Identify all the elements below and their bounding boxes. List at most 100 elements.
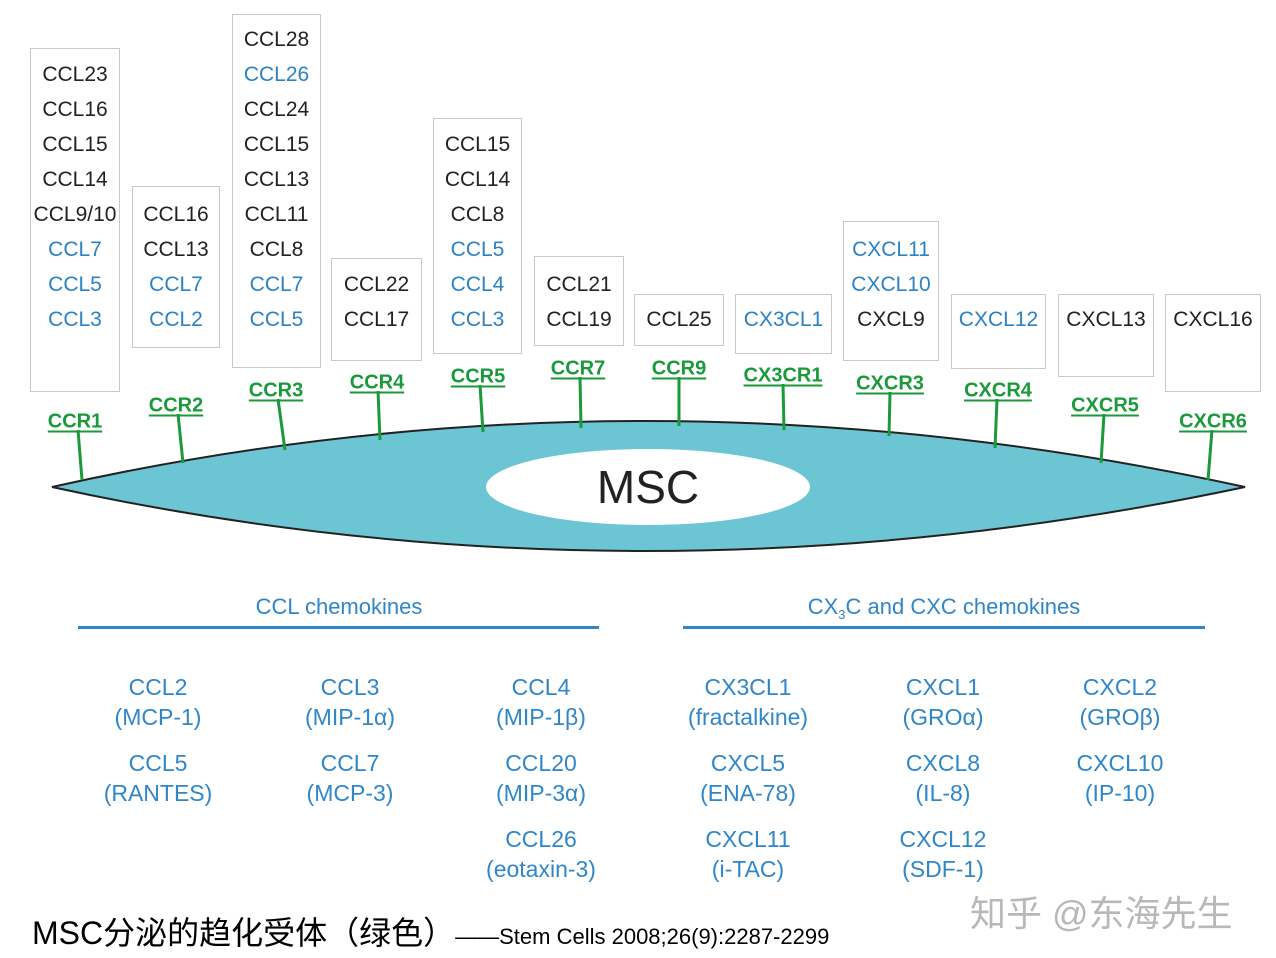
receptor-label: CXCR4: [964, 379, 1032, 402]
ligand-label: CXCL13: [1066, 308, 1146, 331]
chemokine-entry: CX3CL1 (fractalkine): [688, 672, 808, 732]
ligand-label: CCL11: [244, 203, 309, 226]
ligand-label: CCL3: [450, 308, 505, 331]
cxc-divider: [683, 626, 1205, 629]
receptor-label: CXCR5: [1071, 394, 1139, 417]
ligand-label: CCL13: [243, 168, 310, 191]
chemokine-name: CCL20: [505, 750, 577, 776]
ligand-box: [843, 221, 939, 361]
chemokine-alias: (SDF-1): [902, 856, 984, 882]
chemokine-entry: CCL20 (MIP-3α): [496, 748, 586, 808]
ligand-label: CXCL9: [857, 308, 925, 331]
ligand-label: CCL8: [249, 238, 304, 261]
receptor-label: CCR1: [47, 410, 103, 433]
receptor-label: CCR9: [651, 357, 707, 380]
chemokine-name: CXCL10: [1076, 750, 1164, 776]
receptor-stem: [887, 391, 892, 437]
chemokine-name: CXCL8: [905, 750, 981, 776]
receptor-label: CCR3: [248, 379, 304, 402]
ligand-label: CCL5: [48, 273, 102, 296]
chemokine-name: CX3CL1: [704, 674, 792, 700]
ligand-label: CCL16: [42, 98, 108, 121]
ligand-label: CCL7: [149, 273, 203, 296]
ligand-label: CCL2: [149, 308, 203, 331]
chemokine-name: CXCL5: [710, 750, 786, 776]
ligand-label: CCL3: [48, 308, 102, 331]
chemokine-alias: (fractalkine): [687, 704, 809, 730]
chemokine-alias: (ENA-78): [700, 780, 796, 806]
chemokine-alias: (RANTES): [103, 780, 213, 806]
ligand-box: [132, 186, 220, 348]
ligand-label: CCL14: [42, 168, 108, 191]
ligand-label: CCL5: [249, 308, 304, 331]
receptor-stem: [578, 376, 583, 429]
chemokine-name: CXCL2: [1082, 674, 1158, 700]
caption: MSC分泌的趋化受体（绿色）——Stem Cells 2008;26(9):22…: [32, 915, 830, 951]
ligand-box: [232, 14, 321, 368]
chemokine-entry: CCL4 (MIP-1β): [496, 672, 586, 732]
chemokine-entry: CXCL8 (IL-8): [906, 748, 980, 808]
chemokine-alias: (MIP-3α): [496, 780, 586, 806]
chemokine-alias: (MIP-1α): [305, 704, 395, 730]
chemokine-alias: (IL-8): [915, 780, 971, 806]
ligand-label: CCL7: [249, 273, 304, 296]
ligand-label: CCL13: [143, 238, 209, 261]
receptor-stem: [478, 384, 485, 433]
chemokine-name: CCL7: [320, 750, 380, 776]
receptor-label: CX3CR1: [743, 364, 823, 387]
ligand-label: CCL15: [243, 133, 310, 156]
ligand-box: [30, 48, 120, 392]
ligand-label: CCL21: [546, 273, 612, 296]
chemokine-name: CCL4: [511, 674, 571, 700]
ligand-box: [1165, 294, 1261, 392]
ligand-label: CCL5: [450, 238, 505, 261]
ligand-box: [735, 294, 832, 354]
chemokine-name: CCL3: [320, 674, 380, 700]
ligand-label: CCL19: [546, 308, 612, 331]
ligand-box: [951, 294, 1046, 369]
chemokine-entry: CXCL11 (i-TAC): [705, 824, 790, 884]
ligand-label: CCL7: [48, 238, 102, 261]
chemokine-entry: CCL7 (MCP-3): [307, 748, 394, 808]
msc-label: MSC: [596, 461, 700, 513]
ligand-label: CCL17: [343, 308, 410, 331]
ligand-label: CXCL10: [851, 273, 931, 296]
ligand-label: CCL8: [450, 203, 505, 226]
ligand-label: CCL23: [42, 63, 108, 86]
receptor-stem: [376, 390, 382, 441]
chemokine-name: CXCL12: [899, 826, 987, 852]
chemokine-name: CXCL1: [905, 674, 981, 700]
ligand-label: CCL25: [646, 308, 712, 331]
chemokine-entry: CXCL1 (GROα): [902, 672, 983, 732]
chemokine-entry: CCL5 (RANTES): [104, 748, 213, 808]
ligand-label: CCL16: [143, 203, 209, 226]
receptor-label: CCR5: [450, 365, 506, 388]
chemokine-entry: CXCL5 (ENA-78): [700, 748, 796, 808]
chemokine-name: CCL5: [128, 750, 188, 776]
receptor-label: CCR4: [349, 371, 405, 394]
ligand-label: CCL9/10: [33, 203, 117, 226]
receptor-label: CXCR6: [1179, 410, 1247, 433]
ligand-label: CCL22: [343, 273, 410, 296]
chemokine-name: CXCL11: [705, 826, 791, 852]
ligand-box: [331, 258, 422, 361]
receptor-stem: [781, 383, 786, 431]
ligand-label: CXCL11: [852, 238, 930, 261]
chemokine-alias: (eotaxin-3): [486, 856, 596, 882]
ligand-box: [433, 118, 522, 354]
chemokine-alias: (GROα): [902, 704, 984, 730]
receptor-label: CCR2: [148, 394, 204, 417]
ligand-box: [534, 256, 624, 346]
ligand-box: [634, 294, 724, 346]
chemokine-alias: (MIP-1β): [496, 704, 586, 730]
ligand-label: CCL24: [243, 98, 310, 121]
receptor-stem: [176, 413, 185, 464]
receptor-stem: [1206, 429, 1214, 481]
ccl-divider: [78, 626, 599, 629]
ligand-label: CCL26: [243, 63, 310, 86]
ligand-label: CCL14: [444, 168, 511, 191]
ligand-label: CXCL16: [1173, 308, 1253, 331]
receptor-stem: [76, 429, 84, 481]
chemokine-name: CCL26: [505, 826, 577, 852]
